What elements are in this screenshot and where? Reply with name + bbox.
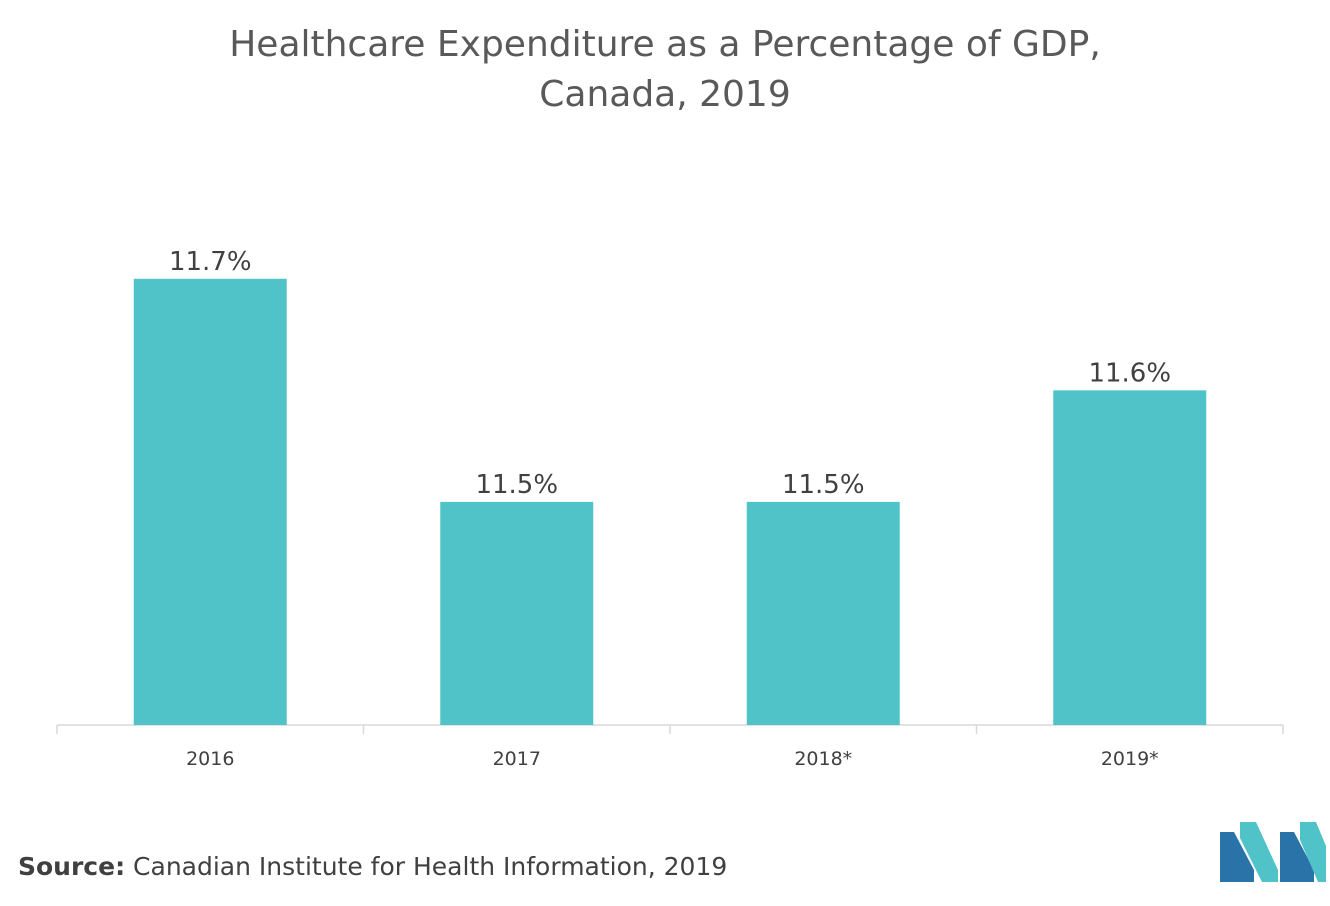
- bar-2018: [746, 501, 900, 725]
- bar-2017: [440, 501, 594, 725]
- source-label: Source:: [18, 852, 126, 881]
- x-tick-label: 2019*: [1101, 748, 1159, 770]
- source-text: Canadian Institute for Health Informatio…: [133, 852, 728, 881]
- data-label: 11.6%: [1088, 358, 1171, 388]
- chart-title-line-1: Healthcare Expenditure as a Percentage o…: [229, 24, 1101, 65]
- bar-2019: [1053, 390, 1207, 725]
- x-tick-label: 2017: [493, 748, 541, 770]
- source-note: Source: Canadian Institute for Health In…: [18, 852, 727, 881]
- x-tick-label: 2016: [186, 748, 234, 770]
- data-label: 11.7%: [169, 247, 252, 277]
- bar-chart: 11.7% 2016 11.5% 2017 11.5% 2018* 11.6% 2019*: [56, 247, 1284, 770]
- bar-2016: [133, 278, 287, 725]
- chart-title: Healthcare Expenditure as a Percentage o…: [0, 20, 1330, 120]
- x-tick-label: 2018*: [794, 748, 852, 770]
- data-label: 11.5%: [782, 470, 865, 500]
- mordor-logo-icon: [1220, 822, 1326, 882]
- data-label: 11.5%: [475, 470, 558, 500]
- chart-title-line-2: Canada, 2019: [539, 74, 791, 115]
